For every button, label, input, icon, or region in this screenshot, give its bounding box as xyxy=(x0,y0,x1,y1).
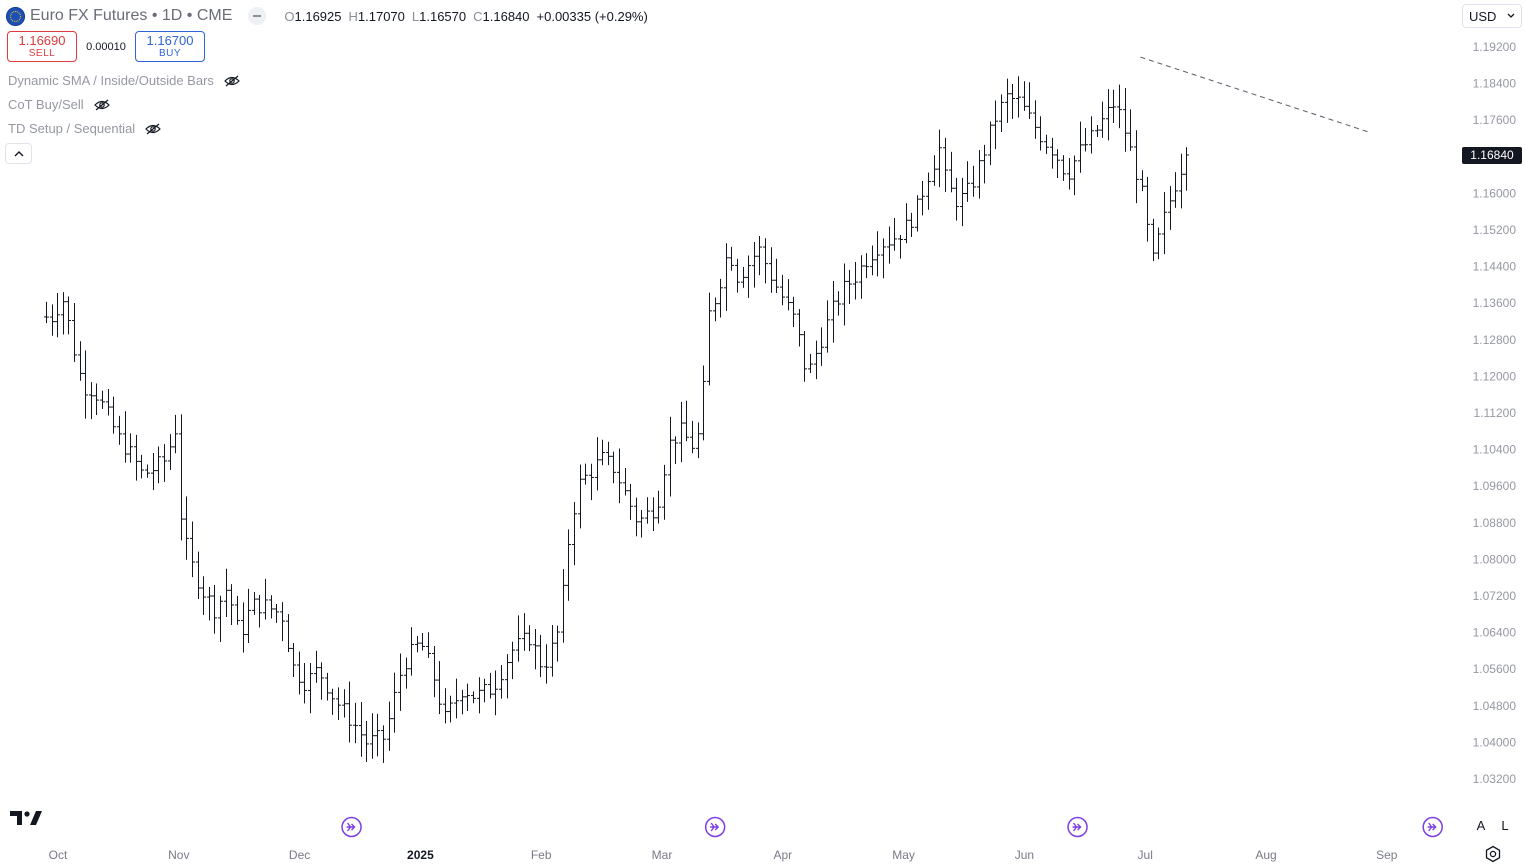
symbol-title[interactable]: Euro FX Futures • 1D • CME xyxy=(30,7,233,24)
y-tick-label: 1.18400 xyxy=(1473,77,1517,91)
x-tick-label: Feb xyxy=(531,848,552,862)
x-tick-label: Mar xyxy=(652,848,673,862)
ohlc-open: O1.16925 xyxy=(284,8,342,24)
ohlc-change: +0.00335 (+0.29%) xyxy=(536,8,648,24)
buy-button[interactable]: 1.16700 BUY xyxy=(135,31,205,62)
chart-header: Euro FX Futures • 1D • CME O1.16925 H1.1… xyxy=(6,5,655,27)
currency-select[interactable]: USD xyxy=(1462,4,1522,28)
trade-panel: 1.16690 SELL 0.00010 1.16700 BUY xyxy=(7,31,205,62)
indicator-label: Dynamic SMA / Inside/Outside Bars xyxy=(8,73,214,88)
last-price-tag: 1.16840 xyxy=(1462,147,1522,164)
x-tick-label: Oct xyxy=(49,848,68,862)
currency-value: USD xyxy=(1469,8,1497,24)
y-tick-label: 1.05600 xyxy=(1473,662,1517,676)
x-tick-label: Apr xyxy=(773,848,792,862)
sell-price: 1.16690 xyxy=(18,33,66,48)
x-tick-label: Sep xyxy=(1376,848,1398,862)
indicator-td-setup[interactable]: TD Setup / Sequential xyxy=(8,121,162,136)
eye-hidden-icon[interactable] xyxy=(224,75,240,87)
x-tick-label: Dec xyxy=(289,848,310,862)
ohlc-close: C1.16840 xyxy=(473,8,530,24)
eu-flag-icon xyxy=(6,6,25,26)
y-tick-label: 1.12800 xyxy=(1473,333,1517,347)
indicator-dynamic-sma[interactable]: Dynamic SMA / Inside/Outside Bars xyxy=(8,73,240,88)
x-tick-label: Nov xyxy=(168,848,189,862)
sell-button[interactable]: 1.16690 SELL xyxy=(7,31,77,62)
sell-label: SELL xyxy=(28,48,56,59)
indicator-label: CoT Buy/Sell xyxy=(8,97,84,112)
buy-price: 1.16700 xyxy=(146,33,194,48)
ohlc-low: L1.16570 xyxy=(411,8,467,24)
y-tick-label: 1.19200 xyxy=(1473,40,1517,54)
y-tick-label: 1.12000 xyxy=(1473,369,1517,383)
log-scale-button[interactable]: L xyxy=(1501,817,1509,833)
x-tick-label: Jun xyxy=(1015,848,1034,862)
y-tick-label: 1.13600 xyxy=(1473,296,1517,310)
eye-hidden-icon[interactable] xyxy=(145,123,162,135)
y-tick-label: 1.10400 xyxy=(1473,443,1517,457)
tradingview-logo-icon[interactable] xyxy=(9,808,43,828)
y-tick-label: 1.07200 xyxy=(1473,589,1517,603)
chevron-up-icon xyxy=(14,151,23,157)
indicator-label: TD Setup / Sequential xyxy=(8,121,136,136)
y-tick-label: 1.14400 xyxy=(1473,260,1517,274)
trendline xyxy=(1140,56,1368,133)
x-tick-label: Jul xyxy=(1138,848,1153,862)
y-tick-label: 1.16000 xyxy=(1473,186,1517,200)
y-tick-label: 1.04800 xyxy=(1473,699,1517,713)
y-tick-label: 1.15200 xyxy=(1473,223,1517,237)
indicator-cot-buy-sell[interactable]: CoT Buy/Sell xyxy=(8,97,110,112)
minimize-icon[interactable] xyxy=(248,7,267,25)
eye-hidden-icon[interactable] xyxy=(93,99,110,111)
x-tick-label: 2025 xyxy=(407,848,434,862)
y-tick-label: 1.11200 xyxy=(1474,406,1517,420)
event-marker-arrow xyxy=(346,822,356,832)
buy-label: BUY xyxy=(158,48,182,59)
collapse-indicators-button[interactable] xyxy=(5,143,32,164)
y-tick-label: 1.06400 xyxy=(1473,626,1517,640)
y-tick-label: 1.09600 xyxy=(1473,479,1517,493)
event-marker-arrow xyxy=(1427,822,1437,832)
spread-value: 0.00010 xyxy=(86,40,126,53)
y-tick-label: 1.08000 xyxy=(1473,552,1517,566)
y-tick-label: 1.03200 xyxy=(1473,772,1517,786)
y-tick-label: 1.04000 xyxy=(1473,735,1517,749)
event-marker-arrow xyxy=(710,822,720,832)
y-tick-label: 1.17600 xyxy=(1473,113,1517,127)
y-tick-label: 1.08800 xyxy=(1473,516,1517,530)
ohlc-high: H1.17070 xyxy=(348,8,405,24)
chart-settings-icon[interactable] xyxy=(1484,845,1502,863)
event-marker-arrow xyxy=(1072,822,1082,832)
x-tick-label: Aug xyxy=(1255,848,1276,862)
x-tick-label: May xyxy=(892,848,915,862)
chevron-down-icon xyxy=(1507,13,1515,18)
auto-scale-button[interactable]: A xyxy=(1476,817,1486,833)
